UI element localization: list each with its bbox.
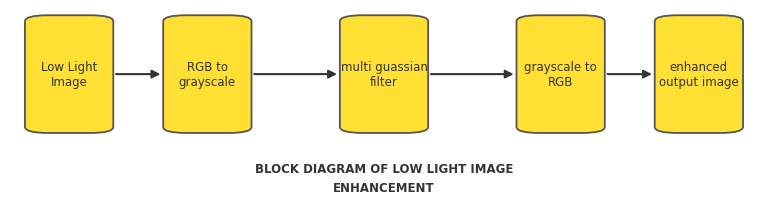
FancyBboxPatch shape [164, 16, 252, 133]
FancyBboxPatch shape [516, 16, 604, 133]
Text: multi guassian
filter: multi guassian filter [340, 61, 428, 89]
Text: enhanced
output image: enhanced output image [659, 61, 739, 89]
Text: BLOCK DIAGRAM OF LOW LIGHT IMAGE
ENHANCEMENT: BLOCK DIAGRAM OF LOW LIGHT IMAGE ENHANCE… [255, 162, 513, 194]
Text: RGB to
grayscale: RGB to grayscale [179, 61, 236, 89]
FancyBboxPatch shape [339, 16, 428, 133]
Text: grayscale to
RGB: grayscale to RGB [525, 61, 597, 89]
FancyBboxPatch shape [654, 16, 743, 133]
FancyBboxPatch shape [25, 16, 114, 133]
Text: Low Light
Image: Low Light Image [41, 61, 98, 89]
